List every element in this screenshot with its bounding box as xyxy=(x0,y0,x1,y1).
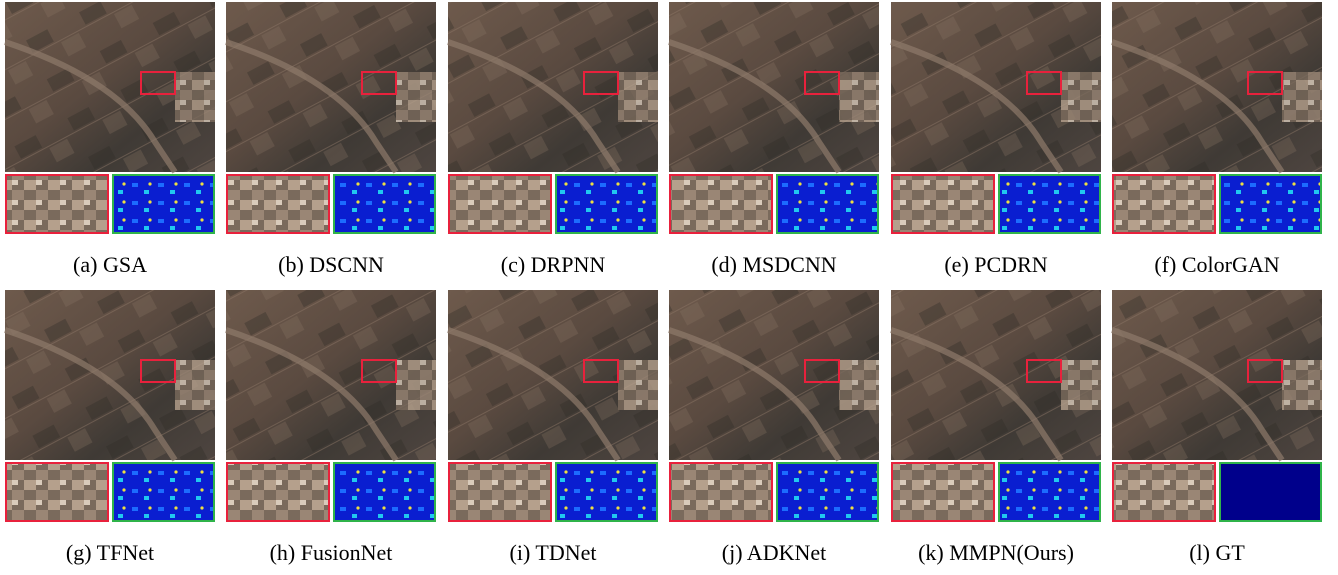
village xyxy=(618,360,658,410)
panel: (k) MMPN(Ours) xyxy=(891,290,1101,565)
village xyxy=(618,72,658,122)
error-map xyxy=(113,175,214,233)
error-map xyxy=(1220,175,1321,233)
zoom-crop xyxy=(449,463,551,521)
caption: (d) MSDCNN xyxy=(711,252,836,277)
village xyxy=(396,360,436,410)
panel: (e) PCDRN xyxy=(891,2,1101,277)
caption: (c) DRPNN xyxy=(501,252,606,277)
zoom-crop xyxy=(227,175,329,233)
error-map xyxy=(777,175,878,233)
panel: (f) ColorGAN xyxy=(1112,2,1322,277)
zoom-crop xyxy=(670,175,772,233)
error-map xyxy=(556,175,657,233)
panel: (d) MSDCNN xyxy=(669,2,879,277)
caption: (l) GT xyxy=(1189,540,1245,565)
caption: (g) TFNet xyxy=(66,540,154,565)
caption: (e) PCDRN xyxy=(944,252,1047,277)
error-map xyxy=(334,463,435,521)
zoom-crop xyxy=(1113,463,1215,521)
panel: (j) ADKNet xyxy=(669,290,879,565)
caption: (i) TDNet xyxy=(510,540,597,565)
caption: (k) MMPN(Ours) xyxy=(918,540,1074,565)
zoom-crop xyxy=(670,463,772,521)
village xyxy=(839,72,879,122)
village xyxy=(396,72,436,122)
village xyxy=(839,360,879,410)
panel: (a) GSA xyxy=(5,2,215,277)
error-map xyxy=(999,463,1100,521)
caption: (f) ColorGAN xyxy=(1154,252,1279,277)
village xyxy=(1282,360,1322,410)
panel: (l) GT xyxy=(1112,290,1322,565)
caption: (a) GSA xyxy=(73,252,147,277)
panel: (c) DRPNN xyxy=(448,2,658,277)
village xyxy=(1282,72,1322,122)
zoom-crop xyxy=(6,463,108,521)
error-map xyxy=(556,463,657,521)
panel: (g) TFNet xyxy=(5,290,215,565)
error-map xyxy=(113,463,214,521)
error-map xyxy=(1220,463,1321,521)
village xyxy=(175,72,215,122)
error-map xyxy=(777,463,878,521)
caption: (j) ADKNet xyxy=(722,540,826,565)
village xyxy=(175,360,215,410)
caption: (b) DSCNN xyxy=(278,252,384,277)
panel: (b) DSCNN xyxy=(226,2,436,277)
zoom-crop xyxy=(892,463,994,521)
figure: (a) GSA (b) DSCNN (c) DRPNN (d) MSDCNN (e) P… xyxy=(0,0,1338,570)
zoom-crop xyxy=(1113,175,1215,233)
page: (a) GSA (b) DSCNN (c) DRPNN (d) MSDCNN (e) P… xyxy=(0,0,1338,570)
panel: (h) FusionNet xyxy=(226,290,436,565)
error-map xyxy=(999,175,1100,233)
zoom-crop xyxy=(227,463,329,521)
village xyxy=(1061,72,1101,122)
zoom-crop xyxy=(892,175,994,233)
panel: (i) TDNet xyxy=(448,290,658,565)
village xyxy=(1061,360,1101,410)
zoom-crop xyxy=(6,175,108,233)
caption: (h) FusionNet xyxy=(270,540,393,565)
error-map xyxy=(334,175,435,233)
zoom-crop xyxy=(449,175,551,233)
